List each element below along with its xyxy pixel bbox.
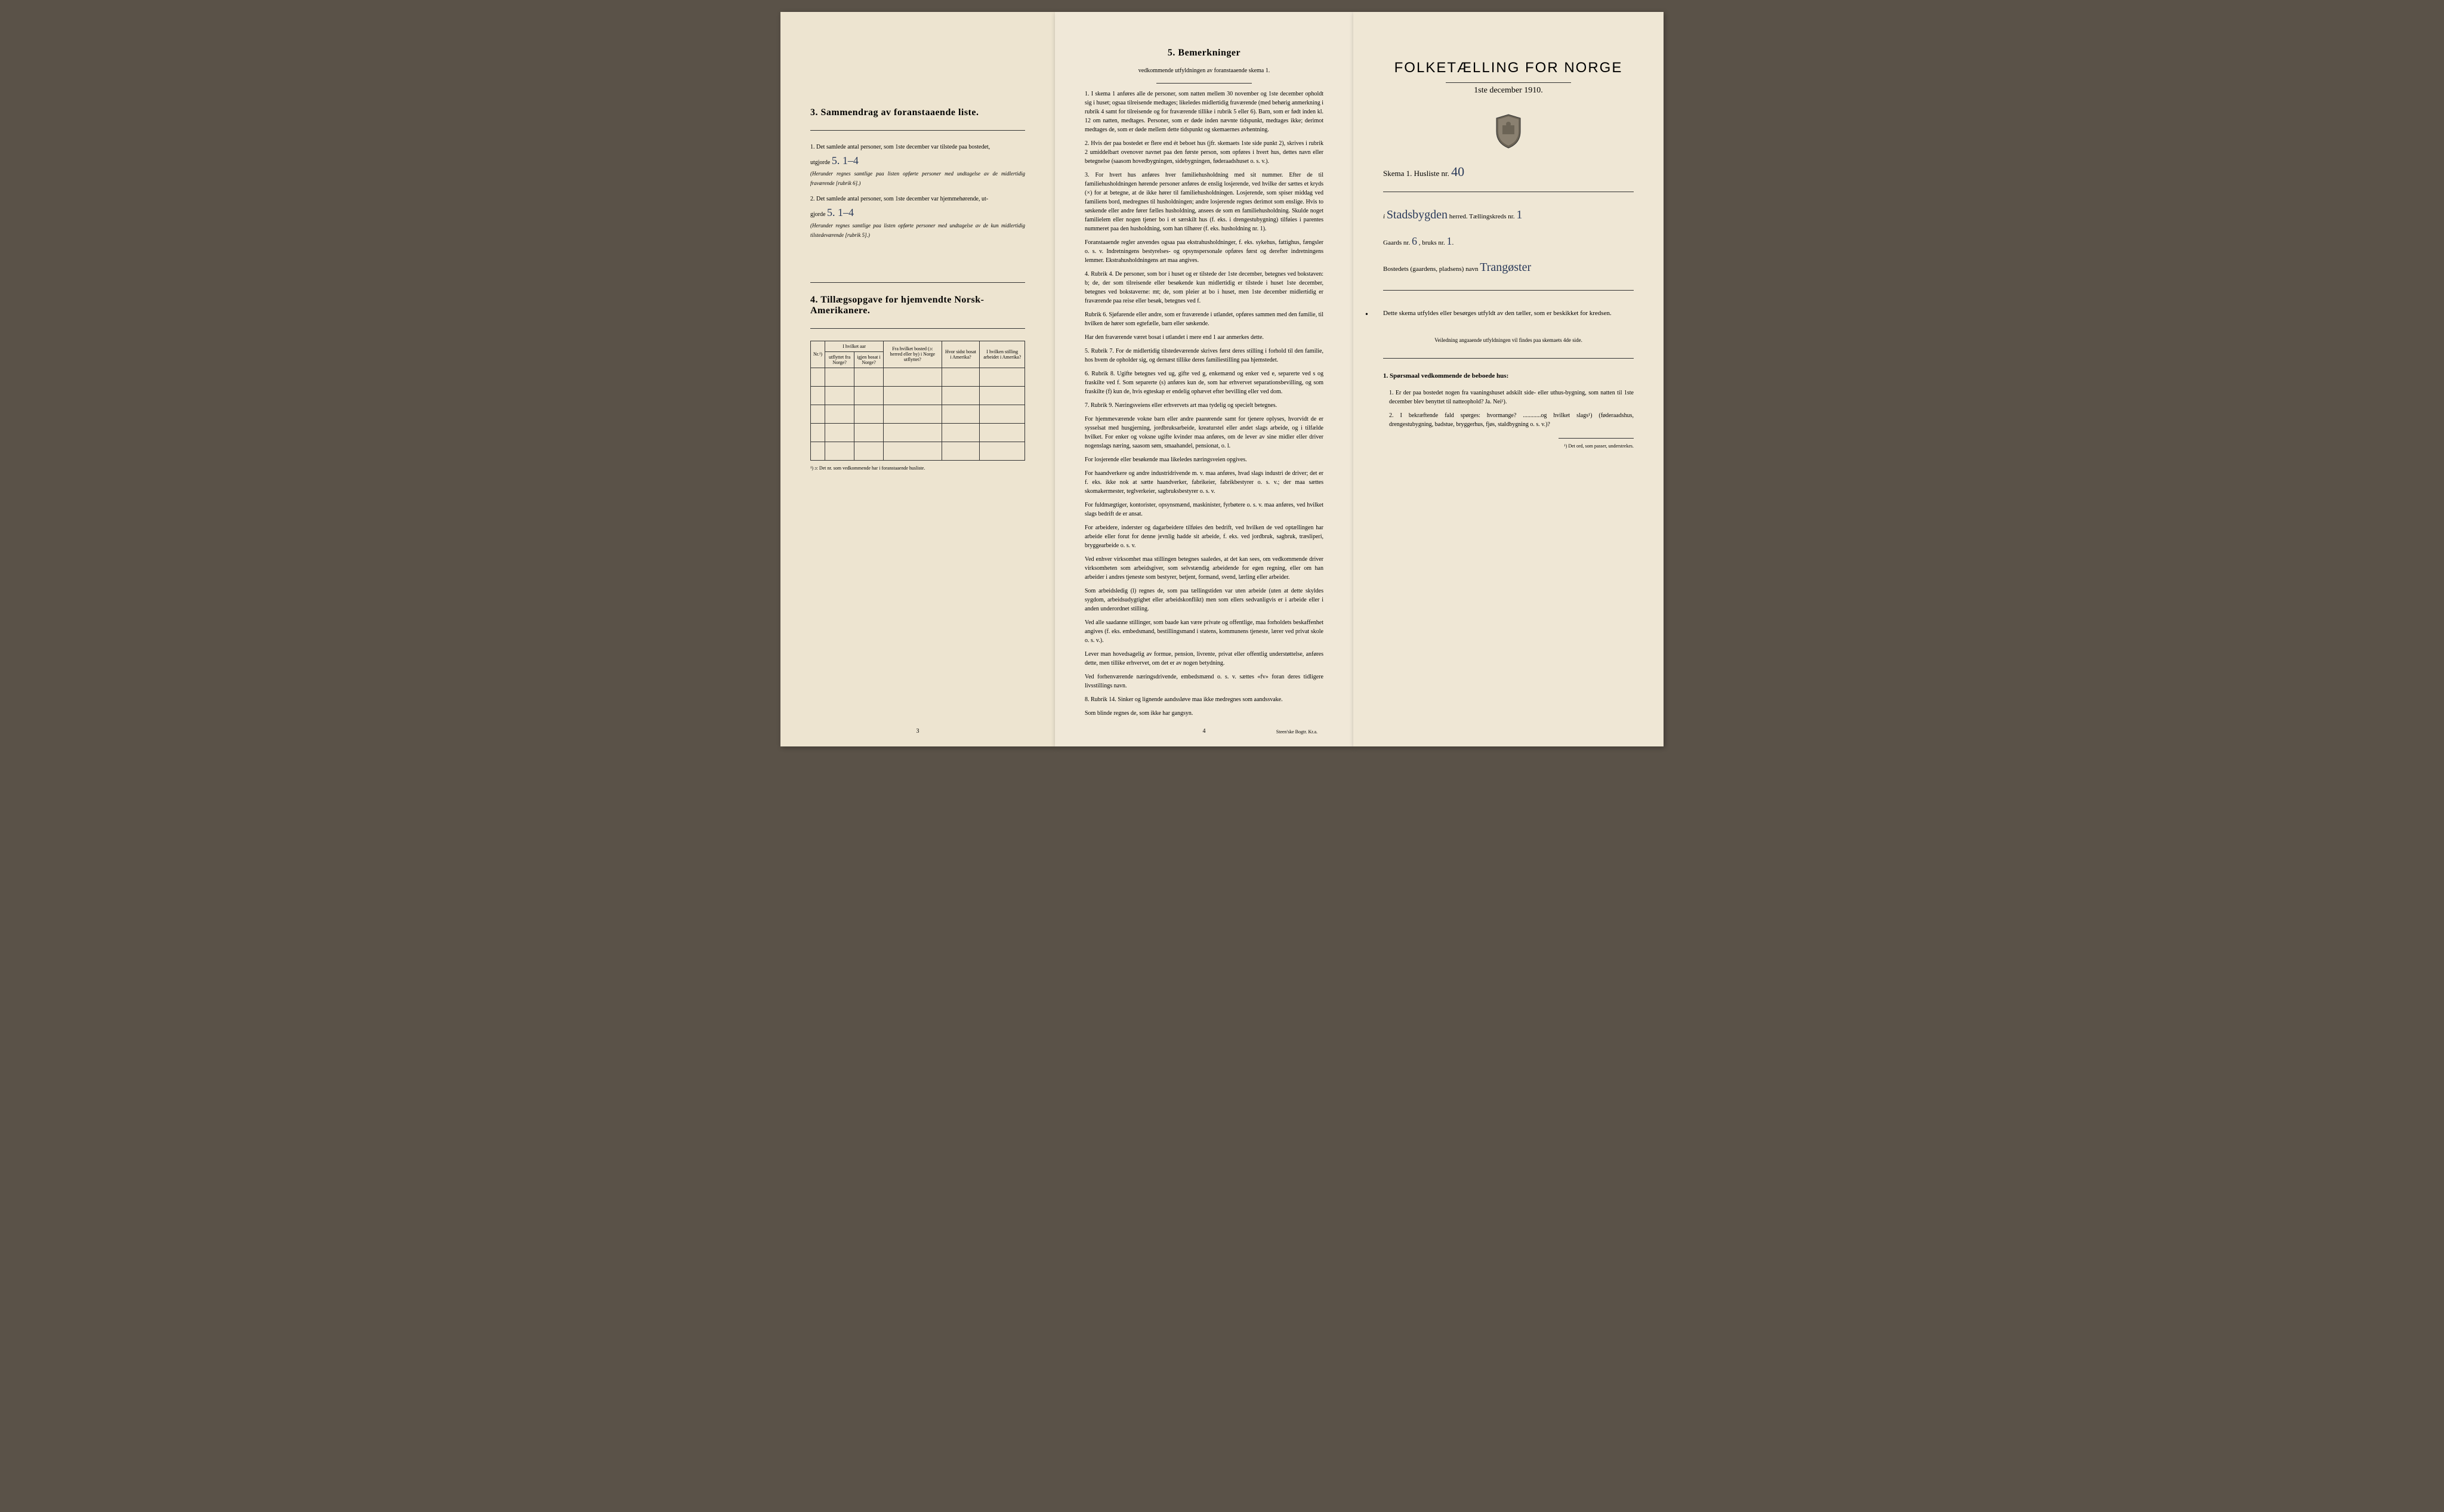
separator	[1156, 83, 1252, 84]
printer-mark: Steen'ske Bogtr. Kr.a.	[1276, 729, 1317, 735]
remark-item: Ved alle saadanne stillinger, som baade …	[1085, 618, 1323, 645]
separator	[810, 130, 1025, 131]
table-row	[811, 423, 1025, 442]
remark-item: Som blinde regnes de, som ikke har gangs…	[1085, 709, 1323, 718]
title-rule	[1446, 82, 1571, 83]
gaards-label: Gaards nr.	[1383, 239, 1410, 246]
remark-item: For fuldmægtiger, kontorister, opsynsmæn…	[1085, 501, 1323, 519]
separator-2	[810, 282, 1025, 283]
table-row	[811, 386, 1025, 405]
th-nr: Nr.¹)	[811, 341, 825, 368]
remark-item: 4. Rubrik 4. De personer, som bor i huse…	[1085, 270, 1323, 306]
q1-text: 1. Er der paa bostedet nogen fra vaaning…	[1389, 390, 1634, 405]
section-5-subtitle: vedkommende utfyldningen av foranstaaend…	[1085, 67, 1323, 74]
question-list: 1. Er der paa bostedet nogen fra vaaning…	[1389, 388, 1634, 429]
remark-item: 7. Rubrik 9. Næringsveiens eller erhverv…	[1085, 401, 1323, 410]
remark-item: 6. Rubrik 8. Ugifte betegnes ved ug, gif…	[1085, 369, 1323, 396]
herred-line: i Stadsbygden herred. Tællingskreds nr. …	[1383, 204, 1634, 226]
item-2-handwritten: 5. 1–4	[827, 206, 854, 218]
census-title: FOLKETÆLLING FOR NORGE	[1383, 60, 1634, 76]
footnote-rule	[1559, 438, 1634, 439]
remarks-list: 1. I skema 1 anføres alle de personer, s…	[1085, 90, 1323, 718]
remark-item: 8. Rubrik 14. Sinker og lignende aandssl…	[1085, 695, 1323, 704]
item-2-line2: gjorde	[810, 211, 826, 218]
table-footnote: ¹) ɔ: Det nr. som vedkommende har i fora…	[810, 465, 1025, 471]
th-position: I hvilken stilling arbeidet i Amerika?	[980, 341, 1025, 368]
page3-footnote: ¹) Det ord, som passer, understrekes.	[1383, 443, 1634, 449]
bosted-line: Bostedets (gaardens, pladsens) navn Tran…	[1383, 257, 1634, 278]
remark-item: For arbeidere, inderster og dagarbeidere…	[1085, 523, 1323, 550]
th-where: Hvor sidst bosat i Amerika?	[942, 341, 980, 368]
separator-3	[810, 328, 1025, 329]
kreds-nr: 1	[1516, 208, 1522, 221]
item-1-line2: utgjorde	[810, 159, 830, 166]
separator-2	[1383, 290, 1634, 291]
remark-item: Rubrik 6. Sjøfarende eller andre, som er…	[1085, 310, 1323, 328]
instruction: • Dette skema utfyldes eller besørges ut…	[1383, 308, 1634, 319]
remark-item: For haandverkere og andre industridriven…	[1085, 469, 1323, 496]
section-4-title: 4. Tillægsopgave for hjemvendte Norsk-Am…	[810, 295, 1025, 316]
gaards-line: Gaards nr. 6 , bruks nr. 1.	[1383, 232, 1634, 251]
herred-suffix: herred. Tællingskreds nr.	[1449, 213, 1515, 220]
section-5-title: 5. Bemerkninger	[1085, 48, 1323, 58]
item-1-note: (Herunder regnes samtlige paa listen opf…	[810, 171, 1025, 186]
section-3-title: 3. Sammendrag av foranstaaende liste.	[810, 107, 1025, 118]
remark-item: 1. I skema 1 anføres alle de personer, s…	[1085, 90, 1323, 134]
item-2-text: 2. Det samlede antal personer, som 1ste …	[810, 196, 988, 202]
returnee-table: Nr.¹) I hvilket aar Fra hvilket bosted (…	[810, 341, 1025, 461]
gaards-nr: 6	[1412, 235, 1417, 247]
th-emigrated: utflyttet fra Norge?	[825, 351, 854, 368]
herred-name: Stadsbygden	[1387, 208, 1448, 221]
instruction-sub: Veiledning angaaende utfyldningen vil fi…	[1383, 337, 1634, 343]
th-from: Fra hvilket bosted (ɔ: herred eller by) …	[884, 341, 942, 368]
th-returned: igjen bosat i Norge?	[854, 351, 884, 368]
question-1: 1. Er der paa bostedet nogen fra vaaning…	[1389, 388, 1634, 406]
national-crest-icon	[1383, 113, 1634, 152]
remark-item: 5. Rubrik 7. For de midlertidig tilstede…	[1085, 347, 1323, 365]
item-1-text: 1. Det samlede antal personer, som 1ste …	[810, 144, 990, 150]
herred-prefix: i	[1383, 213, 1385, 220]
bosted-label: Bostedets (gaardens, pladsens) navn	[1383, 266, 1478, 273]
item-1-handwritten: 5. 1–4	[832, 155, 859, 166]
page-3: FOLKETÆLLING FOR NORGE 1ste december 191…	[1353, 12, 1664, 746]
bruks-label: , bruks nr.	[1419, 239, 1445, 246]
item-2: 2. Det samlede antal personer, som 1ste …	[810, 195, 1025, 240]
q2-text: 2. I bekræftende fald spørges: hvormange…	[1389, 412, 1634, 428]
page-1: 3. Sammendrag av foranstaaende liste. 1.…	[780, 12, 1055, 746]
dot-marker: •	[1365, 308, 1368, 322]
separator-3	[1383, 358, 1634, 359]
remark-item: 3. For hvert hus anføres hver familiehus…	[1085, 171, 1323, 233]
bruks-nr: 1	[1446, 235, 1452, 247]
skema-line: Skema 1. Husliste nr. 40	[1383, 164, 1634, 180]
census-document: 3. Sammendrag av foranstaaende liste. 1.…	[780, 12, 1664, 746]
remark-item: Ved enhver virksomhet maa stillingen bet…	[1085, 555, 1323, 582]
table-row	[811, 442, 1025, 460]
remark-item: Lever man hovedsagelig av formue, pensio…	[1085, 650, 1323, 668]
remark-item: For hjemmeværende vokne barn eller andre…	[1085, 415, 1323, 450]
skema-label: Skema 1. Husliste nr.	[1383, 169, 1449, 178]
remark-item: For losjerende eller besøkende maa likel…	[1085, 455, 1323, 464]
th-year: I hvilket aar	[825, 341, 884, 351]
instruction-text: Dette skema utfyldes eller besørges utfy…	[1383, 310, 1612, 317]
remark-item: Ved forhenværende næringsdrivende, embed…	[1085, 672, 1323, 690]
remark-item: Foranstaaende regler anvendes ogsaa paa …	[1085, 238, 1323, 265]
page-2: 5. Bemerkninger vedkommende utfyldningen…	[1055, 12, 1353, 746]
question-heading: 1. Spørsmaal vedkommende de beboede hus:	[1383, 371, 1634, 382]
remark-item: Har den fraværende været bosat i utlande…	[1085, 333, 1323, 342]
table-row	[811, 368, 1025, 386]
census-date: 1ste december 1910.	[1383, 86, 1634, 95]
bosted-name: Trangøster	[1480, 261, 1531, 274]
husliste-nr: 40	[1451, 164, 1464, 179]
item-2-note: (Herunder regnes samtlige paa listen opf…	[810, 223, 1025, 238]
question-2: 2. I bekræftende fald spørges: hvormange…	[1389, 411, 1634, 429]
table-row	[811, 405, 1025, 423]
page-number-3: 3	[780, 728, 1055, 735]
remark-item: 2. Hvis der paa bostedet er flere end ét…	[1085, 139, 1323, 166]
remark-item: Som arbeidsledig (l) regnes de, som paa …	[1085, 587, 1323, 613]
item-1: 1. Det samlede antal personer, som 1ste …	[810, 143, 1025, 189]
